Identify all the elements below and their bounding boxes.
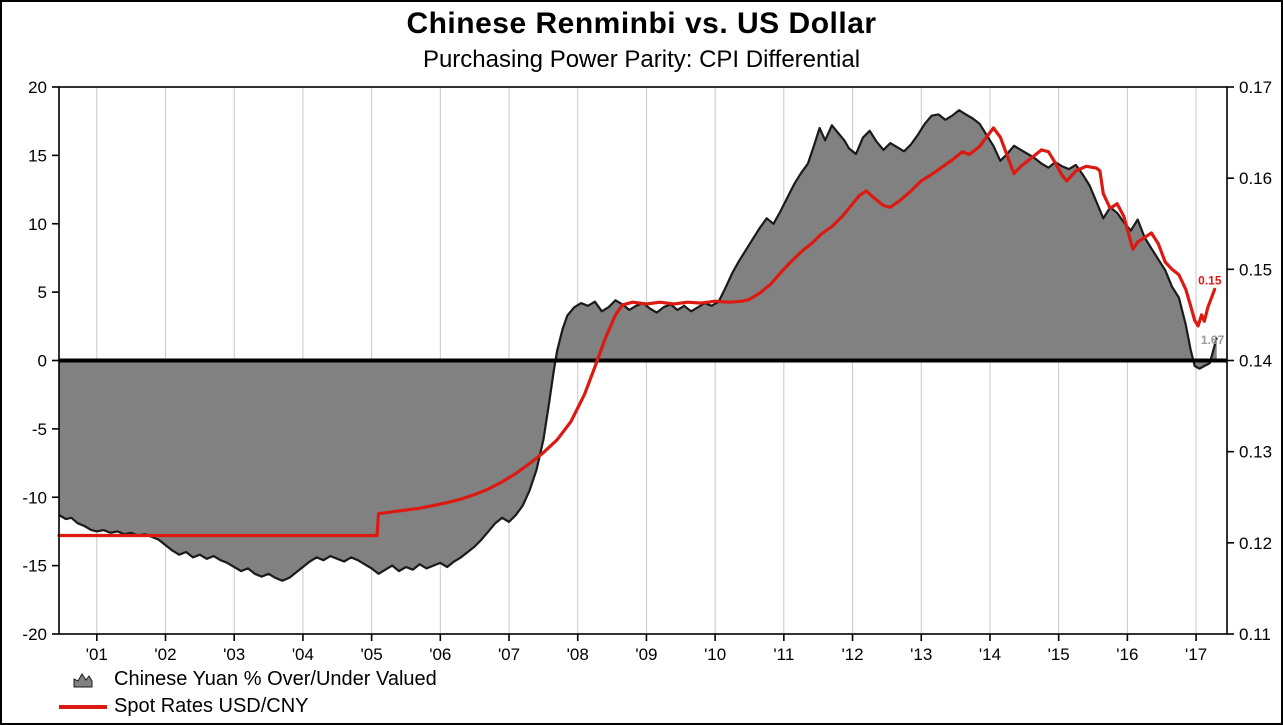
area-swatch-icon [52,672,114,688]
line-swatch-icon [52,702,114,712]
chart-subtitle: Purchasing Power Parity: CPI Differentia… [422,46,861,73]
legend: Chinese Yuan % Over/Under Valued Spot Ra… [52,666,437,720]
svg-text:'04: '04 [292,645,314,664]
svg-text:0.14: 0.14 [1239,352,1272,371]
svg-text:5: 5 [38,283,47,302]
svg-text:1.67: 1.67 [1201,333,1225,347]
legend-label-spot: Spot Rates USD/CNY [114,695,309,717]
svg-text:0.15: 0.15 [1239,260,1272,279]
legend-label-valuation: Chinese Yuan % Over/Under Valued [114,668,437,690]
svg-text:0: 0 [38,352,47,371]
svg-text:'08: '08 [567,645,589,664]
svg-text:'06: '06 [429,645,451,664]
svg-text:0.15: 0.15 [1198,273,1222,287]
svg-text:'01: '01 [86,645,108,664]
svg-text:'11: '11 [773,645,794,664]
svg-text:0.11: 0.11 [1239,625,1271,644]
svg-text:0.12: 0.12 [1239,534,1272,553]
svg-text:'05: '05 [361,645,383,664]
svg-text:-20: -20 [22,625,47,644]
chart-title: Chinese Renminbi vs. US Dollar [406,7,877,40]
svg-text:'07: '07 [498,645,520,664]
svg-text:-10: -10 [22,488,47,507]
svg-text:-15: -15 [22,557,47,576]
svg-text:0.13: 0.13 [1239,443,1272,462]
legend-item-valuation: Chinese Yuan % Over/Under Valued [52,666,437,693]
svg-text:'10: '10 [704,645,726,664]
svg-text:'03: '03 [223,645,245,664]
svg-text:'12: '12 [841,645,863,664]
svg-text:0.16: 0.16 [1239,169,1272,188]
svg-text:'14: '14 [979,645,1001,664]
svg-text:'13: '13 [910,645,932,664]
svg-text:15: 15 [28,146,47,165]
svg-text:0.17: 0.17 [1239,78,1272,97]
svg-text:'09: '09 [635,645,657,664]
svg-text:'16: '16 [1116,645,1138,664]
svg-text:10: 10 [28,215,47,234]
svg-text:'15: '15 [1048,645,1070,664]
svg-text:'17: '17 [1185,645,1207,664]
svg-text:-5: -5 [32,420,47,439]
svg-text:20: 20 [28,78,47,97]
svg-text:'02: '02 [154,645,176,664]
legend-item-spot: Spot Rates USD/CNY [52,693,437,720]
